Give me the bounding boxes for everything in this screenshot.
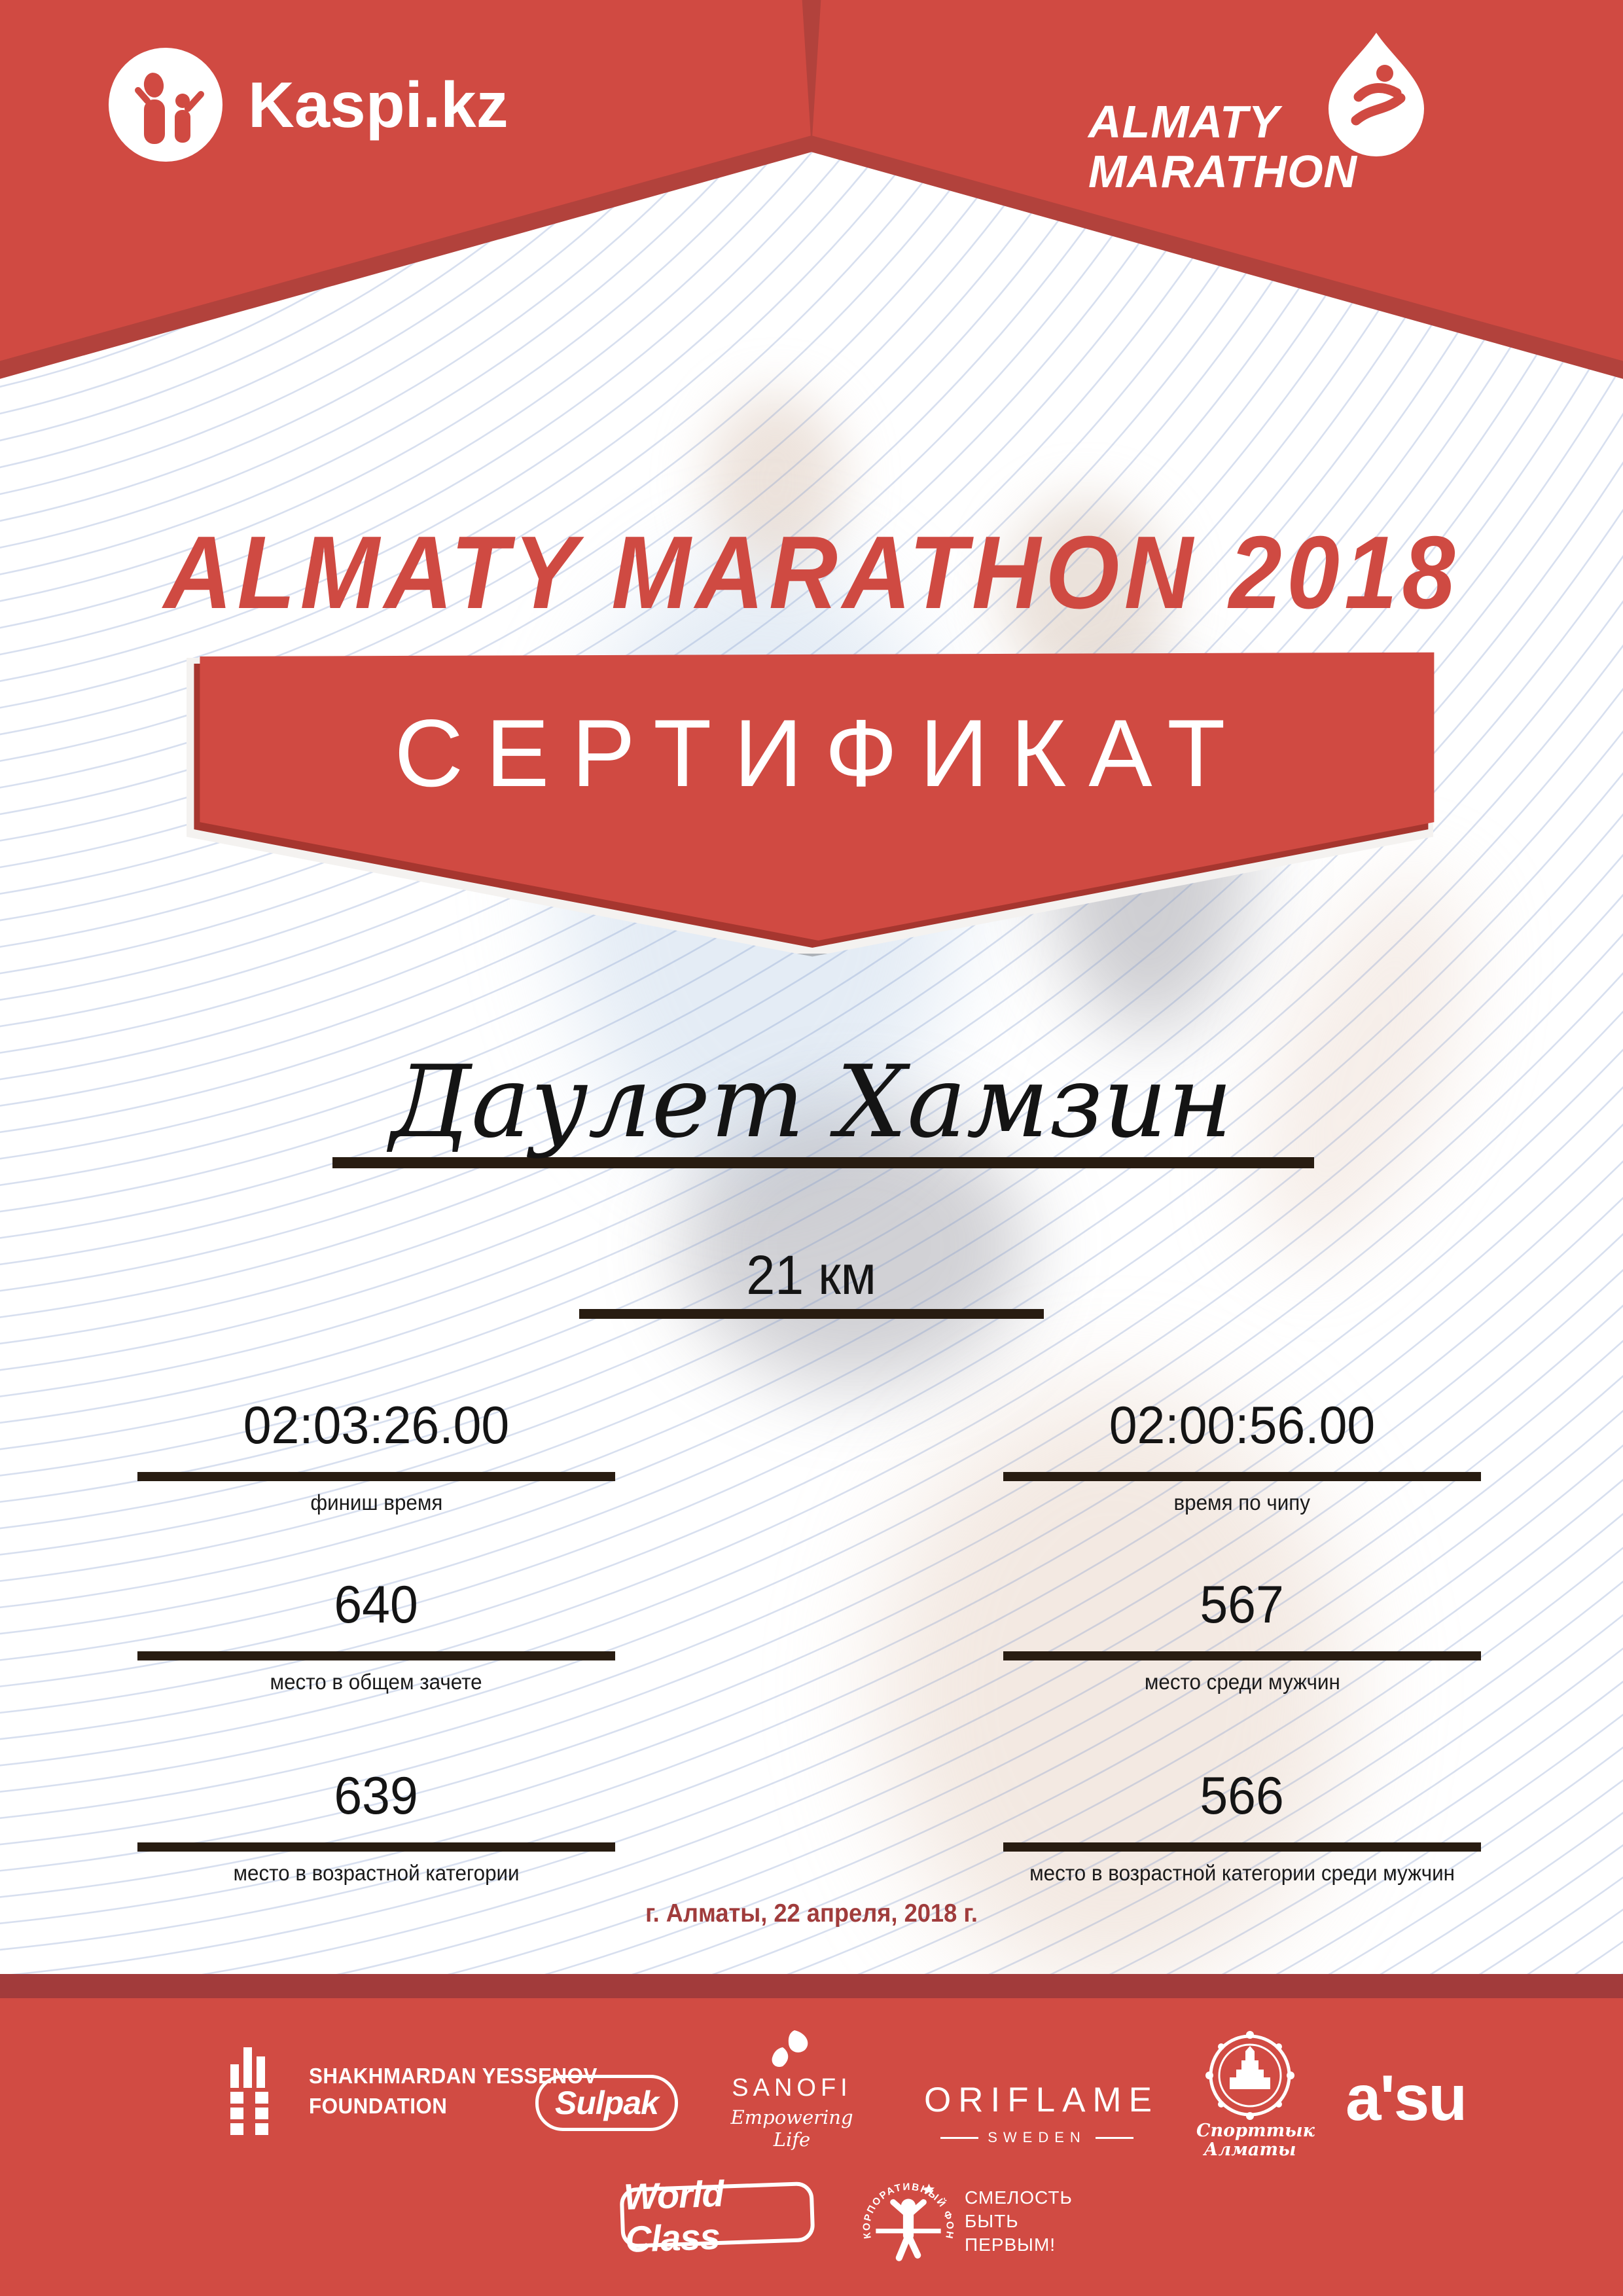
bar-blocks-icon (230, 2047, 281, 2135)
sport-almaty-emblem-icon (1205, 2031, 1294, 2120)
result-value: 639 (334, 1767, 419, 1825)
name-underline (332, 1157, 1314, 1168)
sponsor-asu: a'su (1346, 2062, 1467, 2134)
certificate-banner: СЕРТИФИКАТ (187, 652, 1435, 954)
oriflame-logo-text: ORIFLAME (924, 2081, 1159, 2119)
distance-underline (579, 1309, 1044, 1319)
result-underline (1003, 1842, 1481, 1852)
yessenov-line2: FOUNDATION (309, 2094, 448, 2118)
result-chip-time: 02:00:56.00 время по чипу (1003, 1393, 1481, 1530)
fund-motto: СМЕЛОСТЬ БЫТЬ ПЕРВЫМ! (965, 2186, 1073, 2257)
footer-maroon-band (0, 1974, 1623, 1998)
result-age-gender-place: 566 место в возрастной категории среди м… (1003, 1763, 1481, 1901)
fund-motto-line2: БЫТЬ (965, 2211, 1019, 2231)
oriflame-sub: SWEDEN (924, 2129, 1150, 2146)
sanofi-tagline: Empowering Life (730, 2106, 853, 2151)
sulpak-logo-text: Sulpak (555, 2085, 659, 2121)
sport-almaty-line2: Алматы (1204, 2140, 1296, 2160)
event-date: г. Алматы, 22 апреля, 2018 г. (645, 1899, 978, 1928)
result-value: 640 (334, 1575, 419, 1634)
result-label: место среди мужчин (1144, 1670, 1340, 1694)
distance-value: 21 км (746, 1244, 877, 1306)
fund-motto-line3: ПЕРВЫМ! (965, 2234, 1056, 2255)
result-gender-place: 567 место среди мужчин (1003, 1572, 1481, 1710)
photo-blob (877, 1388, 1348, 1990)
certificate-label: СЕРТИФИКАТ (394, 700, 1248, 806)
sponsor-sulpak: Sulpak (535, 2075, 678, 2131)
sport-almaty-text: Спорттык Алматы (1196, 2121, 1315, 2160)
result-underline (137, 1842, 615, 1852)
footer-red-area (0, 1998, 1623, 2296)
event-title: ALMATY MARATHON 2018 (163, 515, 1460, 630)
sponsor-sport-almaty: Спорттык Алматы (1196, 2028, 1315, 2160)
sponsor-world-class: World Class (619, 2173, 815, 2260)
sponsor-oriflame: ORIFLAME SWEDEN (924, 2080, 1159, 2146)
result-label: место в возрастной категории среди мужчи… (1029, 1861, 1455, 1885)
result-finish-time: 02:03:26.00 финиш время (137, 1393, 615, 1530)
participant-name: Даулет Хамзин (390, 1044, 1233, 1160)
asu-logo-text: a'su (1346, 2062, 1467, 2134)
result-value: 02:00:56.00 (1109, 1396, 1376, 1455)
result-underline (137, 1651, 615, 1660)
result-underline (1003, 1472, 1481, 1481)
sanofi-logo-text: SANOFI (732, 2074, 852, 2102)
result-label: место в возрастной категории (233, 1861, 520, 1885)
result-value: 566 (1200, 1767, 1285, 1825)
world-class-logo-text: World Class (622, 2172, 724, 2260)
result-label: место в общем зачете (270, 1670, 483, 1694)
dash-line (940, 2136, 979, 2139)
result-overall-place: 640 место в общем зачете (137, 1572, 615, 1710)
result-age-place: 639 место в возрастной категории (137, 1763, 615, 1901)
photo-blob (681, 1106, 1027, 1388)
sport-almaty-line1: Спорттык (1196, 2121, 1315, 2141)
result-underline (1003, 1651, 1481, 1660)
result-value: 02:03:26.00 (243, 1396, 510, 1455)
sponsor-corporate-fund: КОРПОРАТИВНЫЙ ФОНД СМЕЛОСТЬ БЫТЬ ПЕРВЫМ! (859, 2172, 1073, 2271)
result-value: 567 (1200, 1575, 1285, 1634)
star-icon (923, 2183, 935, 2195)
fund-motto-line1: СМЕЛОСТЬ (965, 2187, 1073, 2208)
sanofi-bird-icon (772, 2030, 808, 2067)
result-label: время по чипу (1173, 1490, 1311, 1515)
result-underline (137, 1472, 615, 1481)
result-label: финиш время (310, 1490, 443, 1515)
photo-blob (707, 393, 844, 569)
finish-line-runner-icon: КОРПОРАТИВНЫЙ ФОНД (859, 2172, 954, 2261)
oriflame-sweden-text: SWEDEN (988, 2129, 1086, 2145)
dash-line (1095, 2136, 1133, 2139)
sponsor-sanofi: SANOFI Empowering Life (720, 2029, 864, 2151)
